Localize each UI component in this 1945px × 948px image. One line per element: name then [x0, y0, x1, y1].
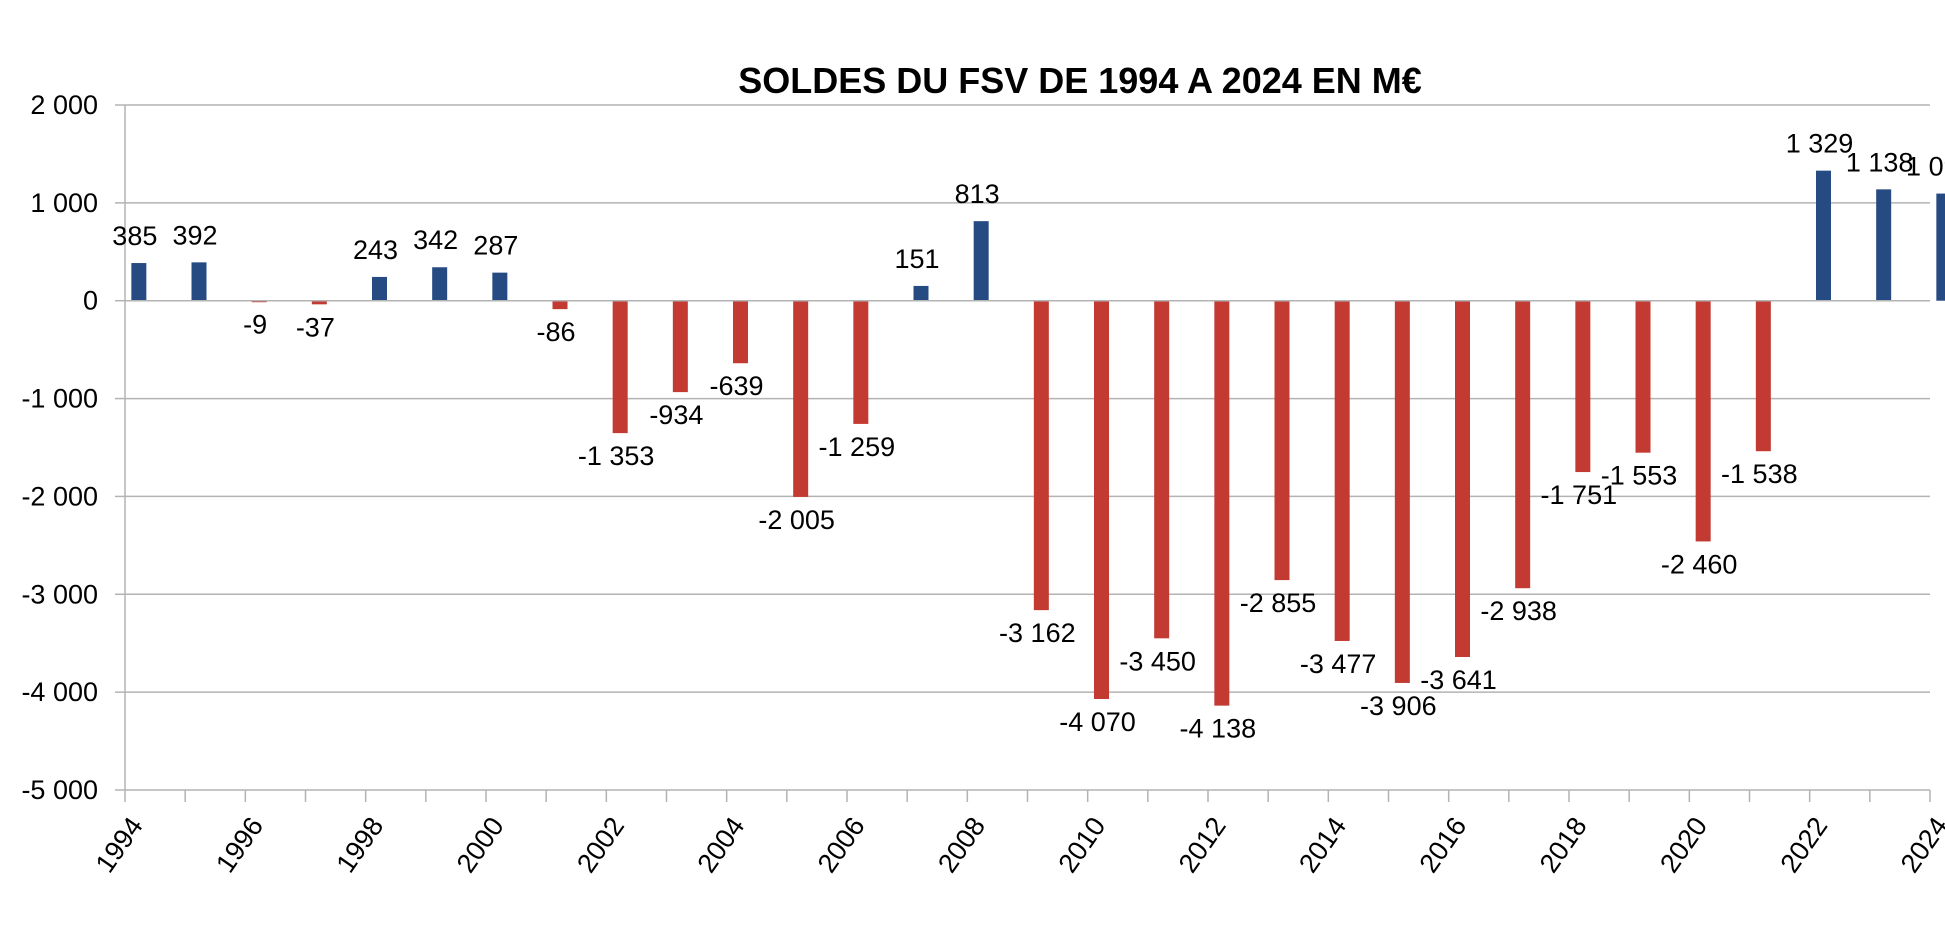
data-label-1997: -37: [296, 312, 335, 342]
bar-2009: [1033, 300, 1049, 611]
y-tick-label: -5 000: [21, 775, 98, 805]
bar-2002: [612, 300, 628, 434]
y-tick-label: 0: [83, 286, 98, 316]
data-label-2022: 1 329: [1786, 129, 1854, 159]
y-axis-ticks: 2 000 1 000 0 -1 000 -2 000 -3 000 -4 000 -5 00…: [21, 90, 125, 805]
x-tick-label: 1998: [330, 812, 389, 878]
data-label-2010: -4 070: [1059, 707, 1136, 737]
bar-2017: [1515, 300, 1531, 589]
chart-title: SOLDES DU FSV DE 1994 A 2024 EN M€: [738, 60, 1422, 101]
data-label-2008: 813: [955, 179, 1000, 209]
data-label-2019: -1 553: [1601, 461, 1678, 491]
y-tick-label: -1 000: [21, 384, 98, 414]
bar-2006: [853, 300, 869, 424]
x-tick-label: 2018: [1534, 812, 1593, 878]
bar-2015: [1394, 300, 1410, 683]
x-tick-label: 1996: [210, 812, 269, 878]
data-labels: 385 392 -9 -37 243 342 287 -86 -1 353 -934-639 -2 …: [112, 129, 1945, 744]
bar-2024: [1936, 193, 1945, 301]
bar-2020: [1695, 300, 1711, 542]
bar-2007: [913, 285, 929, 301]
bar-2018: [1575, 300, 1591, 473]
data-label-2023: 1 138: [1846, 147, 1914, 177]
y-tick-label: -2 000: [21, 481, 98, 511]
data-label-2018: -1 751: [1541, 480, 1618, 510]
x-tick-label: 2024: [1895, 812, 1945, 878]
data-label-2016: -3 641: [1420, 665, 1497, 695]
x-tick-label: 2012: [1173, 812, 1232, 878]
data-label-2003: -934: [649, 400, 703, 430]
bar-2011: [1154, 300, 1170, 639]
x-tick-label: 2022: [1774, 812, 1833, 878]
bars: [131, 170, 1945, 706]
bar-2023: [1876, 189, 1892, 301]
y-tick-label: 1 000: [30, 188, 98, 218]
x-tick-label: 2004: [691, 812, 750, 878]
bar-2010: [1094, 300, 1110, 699]
x-tick-label: 2014: [1293, 812, 1352, 878]
data-label-2020: -2 460: [1661, 549, 1738, 579]
data-label-2000: 287: [473, 231, 518, 261]
bar-2016: [1455, 300, 1471, 658]
data-label-2017: -2 938: [1480, 596, 1557, 626]
data-label-1999: 342: [413, 225, 458, 255]
bar-2001: [552, 300, 568, 310]
bar-2000: [492, 272, 508, 301]
bar-2013: [1274, 300, 1290, 581]
bar-1995: [191, 262, 207, 301]
data-label-2006: -1 259: [819, 432, 896, 462]
bar-2019: [1635, 300, 1651, 453]
bar-2005: [793, 300, 809, 497]
data-label-2015: -3 906: [1360, 691, 1437, 721]
data-label-2013: -2 855: [1240, 588, 1317, 618]
y-tick-label: 2 000: [30, 90, 98, 120]
data-label-2024: 1 095: [1906, 152, 1945, 182]
data-label-1996: -9: [243, 310, 267, 340]
data-label-1994: 385: [112, 221, 157, 251]
data-label-2014: -3 477: [1300, 649, 1377, 679]
x-axis-ticks: 1994 1996 1998 2000 2002 2004 2006 2008 2010 2012…: [90, 790, 1945, 878]
x-tick-label: 2008: [932, 812, 991, 878]
data-label-2002: -1 353: [578, 441, 655, 471]
bar-2022: [1816, 170, 1832, 301]
x-tick-label: 2000: [451, 812, 510, 878]
bar-2003: [672, 300, 688, 393]
bar-1999: [432, 267, 448, 301]
x-tick-label: 2006: [812, 812, 871, 878]
axes: [124, 105, 1930, 790]
data-label-2001: -86: [536, 317, 575, 347]
data-label-1998: 243: [353, 235, 398, 265]
data-label-1995: 392: [172, 220, 217, 250]
bar-2004: [733, 300, 749, 364]
data-label-2007: 151: [894, 244, 939, 274]
data-label-2005: -2 005: [758, 505, 835, 535]
x-tick-label: 1994: [90, 812, 149, 878]
grid-lines: [125, 104, 1930, 791]
data-label-2011: -3 450: [1119, 646, 1196, 676]
bar-2008: [973, 221, 989, 301]
data-label-2012: -4 138: [1180, 714, 1257, 744]
y-tick-label: -4 000: [21, 677, 98, 707]
x-tick-label: 2020: [1654, 812, 1713, 878]
data-label-2009: -3 162: [999, 618, 1076, 648]
bar-2014: [1334, 300, 1350, 641]
data-label-2021: -1 538: [1721, 459, 1798, 489]
x-tick-label: 2016: [1413, 812, 1472, 878]
x-tick-label: 2002: [571, 812, 630, 878]
y-tick-label: -3 000: [21, 579, 98, 609]
bar-2012: [1214, 300, 1230, 706]
bar-1997: [311, 300, 327, 305]
data-label-2004: -639: [709, 371, 763, 401]
x-tick-label: 2010: [1052, 812, 1111, 878]
bar-1994: [131, 263, 147, 301]
bar-2021: [1755, 300, 1771, 452]
bar-1998: [372, 276, 388, 301]
